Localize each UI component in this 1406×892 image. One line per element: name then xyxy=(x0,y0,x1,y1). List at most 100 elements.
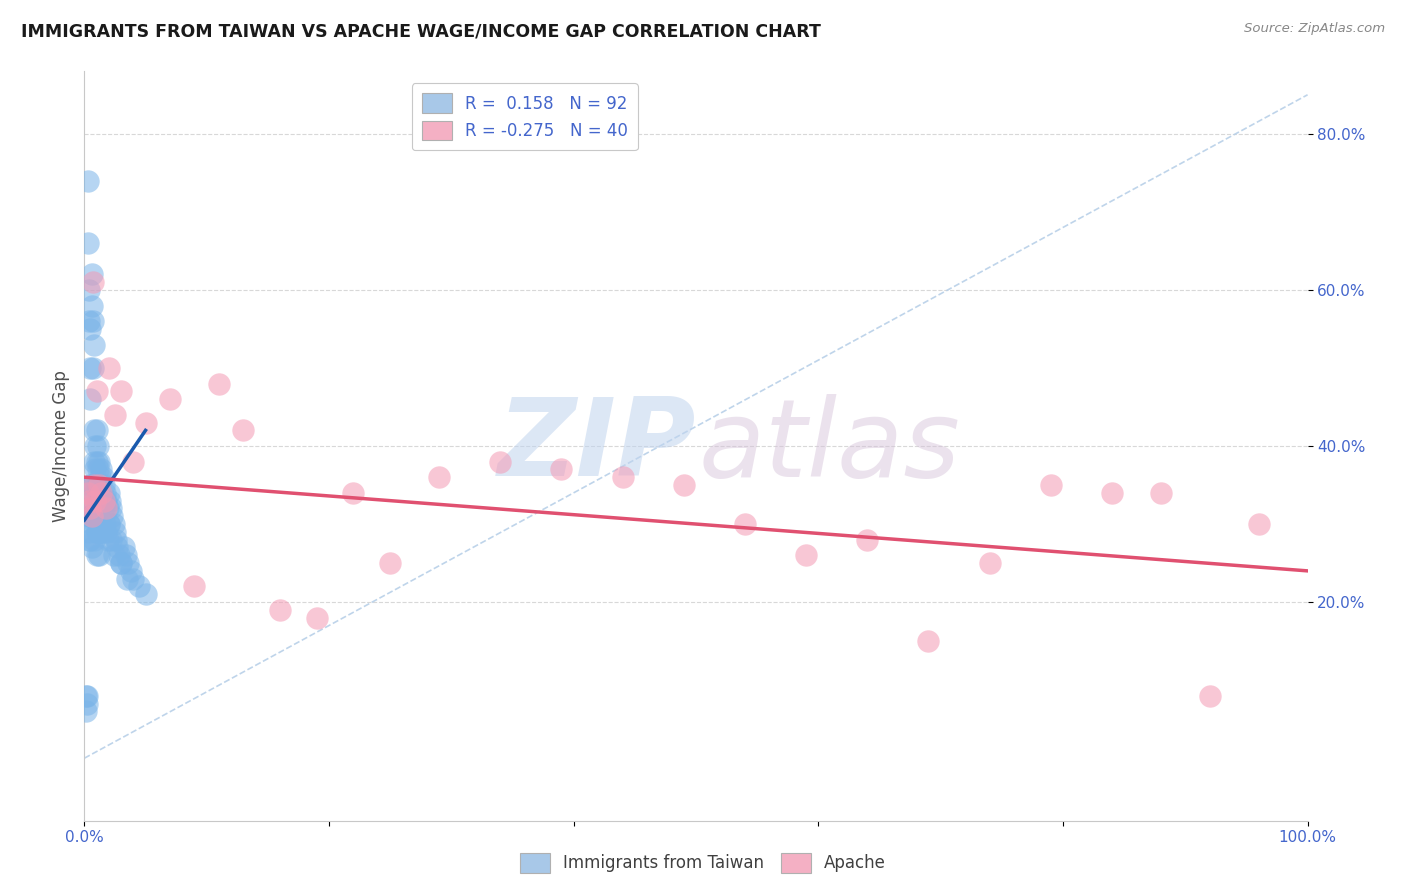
Point xyxy=(672,478,695,492)
Point xyxy=(93,501,115,516)
Point xyxy=(84,439,107,453)
Point xyxy=(97,501,120,516)
Point xyxy=(98,493,121,508)
Point xyxy=(93,478,115,492)
Point xyxy=(87,439,110,453)
Point xyxy=(103,548,125,563)
Point xyxy=(107,548,129,563)
Point xyxy=(87,455,110,469)
Point xyxy=(104,524,127,539)
Point xyxy=(83,455,105,469)
Point xyxy=(77,509,100,524)
Point xyxy=(87,548,110,563)
Point xyxy=(89,524,111,539)
Point xyxy=(97,533,120,547)
Point xyxy=(94,485,117,500)
Point xyxy=(77,174,100,188)
Point xyxy=(80,509,103,524)
Point xyxy=(93,493,115,508)
Point xyxy=(979,556,1001,570)
Point xyxy=(84,493,107,508)
Point xyxy=(77,314,100,328)
Point xyxy=(87,478,110,492)
Point xyxy=(1198,689,1220,703)
Point xyxy=(90,517,112,532)
Point xyxy=(91,524,114,539)
Text: atlas: atlas xyxy=(699,393,960,499)
Point xyxy=(87,524,110,539)
Point xyxy=(79,478,101,492)
Point xyxy=(232,424,254,438)
Point xyxy=(91,493,114,508)
Point xyxy=(856,533,879,547)
Point xyxy=(77,283,100,297)
Point xyxy=(79,533,101,547)
Point xyxy=(269,603,291,617)
Point xyxy=(82,478,104,492)
Point xyxy=(80,268,103,282)
Point xyxy=(208,376,231,391)
Point xyxy=(94,517,117,532)
Point xyxy=(86,424,108,438)
Point xyxy=(305,611,328,625)
Point xyxy=(122,572,145,586)
Point xyxy=(1039,478,1062,492)
Point xyxy=(183,580,205,594)
Point xyxy=(80,541,103,555)
Point xyxy=(100,533,122,547)
Point xyxy=(82,275,104,289)
Point xyxy=(89,470,111,484)
Point xyxy=(91,470,114,484)
Point xyxy=(115,572,138,586)
Text: IMMIGRANTS FROM TAIWAN VS APACHE WAGE/INCOME GAP CORRELATION CHART: IMMIGRANTS FROM TAIWAN VS APACHE WAGE/IN… xyxy=(21,22,821,40)
Point xyxy=(128,580,150,594)
Point xyxy=(120,564,142,578)
Point xyxy=(489,455,512,469)
Point xyxy=(82,509,104,524)
Point xyxy=(550,462,572,476)
Point xyxy=(427,470,450,484)
Point xyxy=(87,524,110,539)
Point xyxy=(77,485,100,500)
Point xyxy=(80,517,103,532)
Point xyxy=(97,517,120,532)
Point xyxy=(96,524,118,539)
Point xyxy=(75,689,97,703)
Point xyxy=(77,236,100,251)
Point xyxy=(97,517,120,532)
Point xyxy=(87,462,110,476)
Point xyxy=(86,501,108,516)
Point xyxy=(79,509,101,524)
Point xyxy=(82,314,104,328)
Point xyxy=(79,501,101,516)
Point xyxy=(76,697,98,711)
Point xyxy=(110,556,132,570)
Point xyxy=(97,361,120,376)
Point xyxy=(82,361,104,376)
Point xyxy=(1101,485,1123,500)
Point xyxy=(135,587,157,601)
Point xyxy=(89,493,111,508)
Point xyxy=(75,705,97,719)
Point xyxy=(86,455,108,469)
Point xyxy=(1150,485,1173,500)
Point xyxy=(83,424,105,438)
Point xyxy=(115,548,138,563)
Point xyxy=(83,478,105,492)
Point xyxy=(1247,517,1270,532)
Point xyxy=(83,478,105,492)
Point xyxy=(794,548,817,563)
Point xyxy=(86,548,108,563)
Point xyxy=(80,493,103,508)
Point xyxy=(87,478,110,492)
Point xyxy=(112,541,135,555)
Point xyxy=(77,501,100,516)
Point xyxy=(83,533,105,547)
Text: Source: ZipAtlas.com: Source: ZipAtlas.com xyxy=(1244,22,1385,36)
Point xyxy=(917,634,939,648)
Point xyxy=(105,541,128,555)
Point xyxy=(77,524,100,539)
Point xyxy=(90,485,112,500)
Point xyxy=(87,493,110,508)
Point xyxy=(135,416,157,430)
